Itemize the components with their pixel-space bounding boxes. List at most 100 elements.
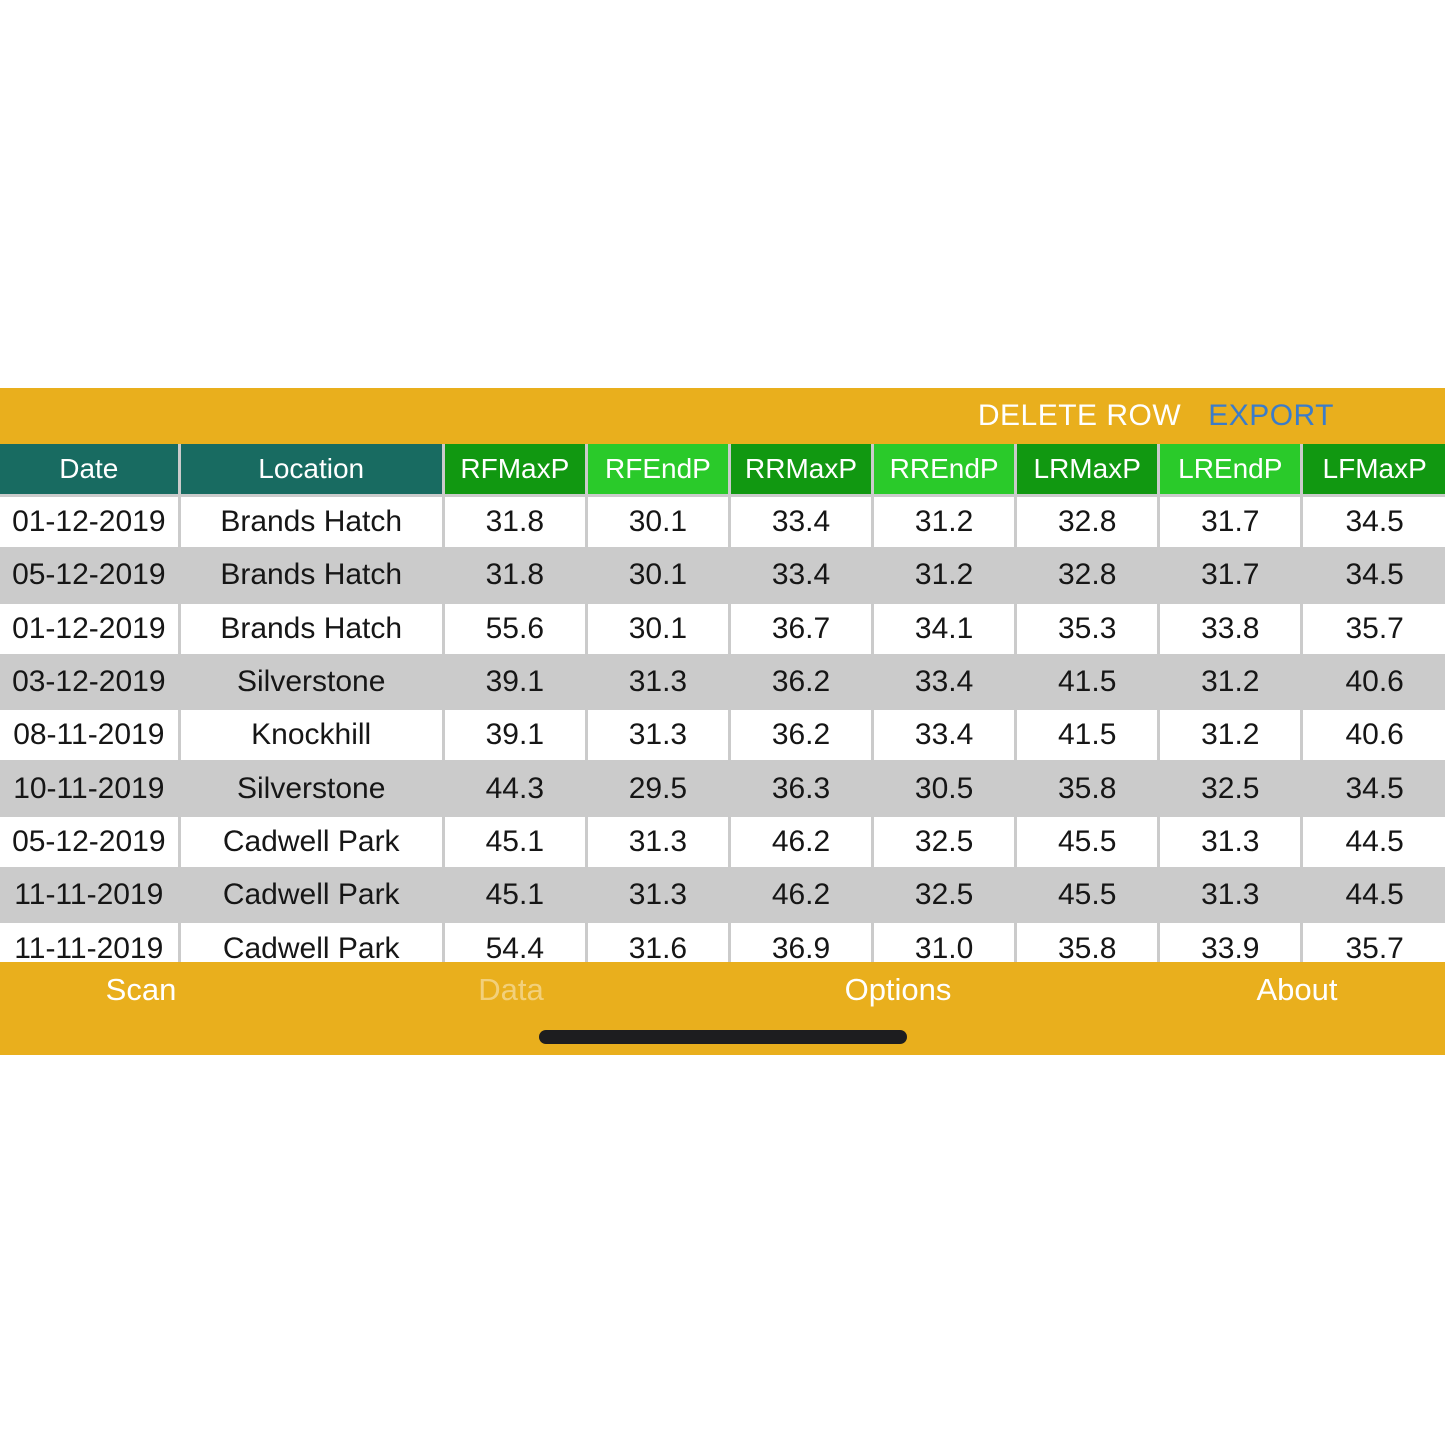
- column-header-lrendp: LREndP: [1157, 444, 1304, 497]
- table-cell: 46.2: [727, 867, 875, 924]
- table-cell: 35.7: [1300, 920, 1445, 962]
- table-cell: 31.7: [1157, 547, 1304, 604]
- table-cell: 01-12-2019: [0, 493, 181, 551]
- table-cell: 32.5: [871, 867, 1018, 924]
- table-cell: 33.9: [1157, 920, 1304, 962]
- table-cell: 40.6: [1300, 707, 1445, 764]
- table-cell: 31.3: [584, 653, 731, 711]
- table-cell: 33.4: [871, 653, 1018, 711]
- table-cell: 30.1: [584, 547, 731, 604]
- table-cell: 30.1: [584, 493, 731, 551]
- table-cell: 11-11-2019: [0, 867, 181, 924]
- table-cell: 01-12-2019: [0, 600, 181, 657]
- table-cell: 31.8: [441, 493, 588, 551]
- table-cell: 36.9: [727, 920, 875, 962]
- table-row[interactable]: 03-12-2019 Silverstone 39.1 31.3 36.2 33.4 41.…: [0, 653, 1445, 711]
- table-cell: 05-12-2019: [0, 813, 181, 871]
- table-cell: 03-12-2019: [0, 653, 181, 711]
- table-row[interactable]: 01-12-2019 Brands Hatch 55.6 30.1 36.7 34.1 35…: [0, 600, 1445, 657]
- table-cell: Brands Hatch: [177, 493, 445, 551]
- data-table: Date Location RFMaxP RFEndP RRMaxP RREndP LRMa…: [0, 444, 1445, 962]
- table-row[interactable]: 01-12-2019 Brands Hatch 31.8 30.1 33.4 31.2 32…: [0, 493, 1445, 551]
- table-cell: 46.2: [727, 813, 875, 871]
- export-button[interactable]: EXPORT: [1208, 399, 1334, 432]
- table-cell: 10-11-2019: [0, 760, 181, 817]
- table-cell: 31.2: [871, 493, 1018, 551]
- table-body: 01-12-2019 Brands Hatch 31.8 30.1 33.4 31.2 32…: [0, 493, 1445, 962]
- table-cell: 39.1: [441, 707, 588, 764]
- table-cell: Knockhill: [177, 707, 445, 764]
- table-cell: 31.3: [1157, 867, 1304, 924]
- table-cell: 30.5: [871, 760, 1018, 817]
- tab-data[interactable]: Data: [478, 972, 544, 1007]
- table-cell: 45.1: [441, 867, 588, 924]
- home-indicator-bar[interactable]: [538, 1030, 907, 1044]
- table-cell: 55.6: [441, 600, 588, 657]
- table-cell: 31.3: [584, 707, 731, 764]
- table-cell: 31.2: [871, 547, 1018, 604]
- table-header: Date Location RFMaxP RFEndP RRMaxP RREndP LRMa…: [0, 444, 1445, 497]
- table-cell: 31.3: [584, 813, 731, 871]
- column-header-rrendp: RREndP: [871, 444, 1018, 497]
- table-cell: 35.7: [1300, 600, 1445, 657]
- column-header-rfmaxp: RFMaxP: [441, 444, 588, 497]
- table-cell: 34.5: [1300, 493, 1445, 551]
- table-row[interactable]: 10-11-2019 Silverstone 44.3 29.5 36.3 30.5 35.…: [0, 760, 1445, 817]
- table-cell: 08-11-2019: [0, 707, 181, 764]
- table-cell: Silverstone: [177, 653, 445, 711]
- table-row[interactable]: 11-11-2019 Cadwell Park 54.4 31.6 36.9 31.0 35…: [0, 920, 1445, 962]
- table-cell: 33.4: [727, 493, 875, 551]
- table-cell: 31.8: [441, 547, 588, 604]
- table-cell: 11-11-2019: [0, 920, 181, 962]
- table-cell: 35.8: [1014, 760, 1161, 817]
- table-cell: 05-12-2019: [0, 547, 181, 604]
- table-toolbar: DELETE ROW EXPORT: [0, 388, 1445, 444]
- table-cell: 44.5: [1300, 867, 1445, 924]
- table-row[interactable]: 05-12-2019 Brands Hatch 31.8 30.1 33.4 31.2 32…: [0, 547, 1445, 604]
- table-cell: 44.3: [441, 760, 588, 817]
- table-cell: 32.5: [871, 813, 1018, 871]
- table-cell: 34.1: [871, 600, 1018, 657]
- table-cell: 36.2: [727, 707, 875, 764]
- table-row[interactable]: 11-11-2019 Cadwell Park 45.1 31.3 46.2 32.5 45…: [0, 867, 1445, 924]
- table-cell: 31.2: [1157, 653, 1304, 711]
- table-cell: 35.8: [1014, 920, 1161, 962]
- table-header-row: Date Location RFMaxP RFEndP RRMaxP RREndP LRMa…: [0, 444, 1445, 497]
- table-cell: Brands Hatch: [177, 600, 445, 657]
- table-cell: 34.5: [1300, 760, 1445, 817]
- table-cell: 36.7: [727, 600, 875, 657]
- table-cell: 31.0: [871, 920, 1018, 962]
- delete-row-button[interactable]: DELETE ROW: [977, 399, 1182, 432]
- table-cell: 33.8: [1157, 600, 1304, 657]
- data-table-container: Date Location RFMaxP RFEndP RRMaxP RREndP LRMa…: [0, 444, 1445, 962]
- table-cell: 41.5: [1014, 707, 1161, 764]
- tab-bar: Scan Data Options About: [0, 962, 1445, 1055]
- table-cell: 45.5: [1014, 813, 1161, 871]
- table-cell: 31.3: [584, 867, 731, 924]
- table-cell: 29.5: [584, 760, 731, 817]
- table-cell: 45.5: [1014, 867, 1161, 924]
- table-cell: 40.6: [1300, 653, 1445, 711]
- table-cell: Cadwell Park: [177, 813, 445, 871]
- table-cell: 32.5: [1157, 760, 1304, 817]
- table-cell: 31.7: [1157, 493, 1304, 551]
- table-row[interactable]: 08-11-2019 Knockhill 39.1 31.3 36.2 33.4 41.5 3…: [0, 707, 1445, 764]
- table-cell: 44.5: [1300, 813, 1445, 871]
- table-cell: 35.3: [1014, 600, 1161, 657]
- table-cell: Silverstone: [177, 760, 445, 817]
- table-cell: 34.5: [1300, 547, 1445, 604]
- table-row[interactable]: 05-12-2019 Cadwell Park 45.1 31.3 46.2 32.5 45…: [0, 813, 1445, 871]
- table-cell: 36.2: [727, 653, 875, 711]
- table-cell: Cadwell Park: [177, 920, 445, 962]
- table-cell: 32.8: [1014, 547, 1161, 604]
- tab-about[interactable]: About: [1256, 972, 1338, 1007]
- tab-options[interactable]: Options: [844, 972, 952, 1007]
- table-cell: 32.8: [1014, 493, 1161, 551]
- table-cell: 36.3: [727, 760, 875, 817]
- tab-scan[interactable]: Scan: [105, 972, 177, 1007]
- table-cell: Brands Hatch: [177, 547, 445, 604]
- column-header-date: Date: [0, 444, 181, 497]
- table-cell: 54.4: [441, 920, 588, 962]
- table-cell: 33.4: [871, 707, 1018, 764]
